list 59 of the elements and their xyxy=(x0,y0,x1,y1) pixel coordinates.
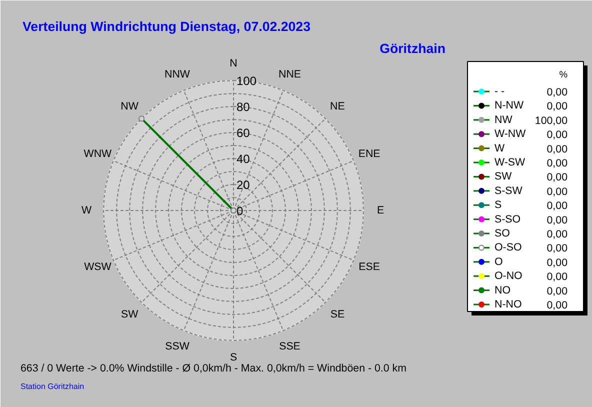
spoke-label: NE xyxy=(330,100,345,113)
category-label: W xyxy=(494,142,506,154)
category-label: SO xyxy=(494,228,510,240)
category-label: NW xyxy=(494,114,514,126)
spoke-label: SSE xyxy=(279,340,300,352)
category-label: O-SO xyxy=(494,242,522,254)
spoke-label: E xyxy=(376,204,384,216)
spoke-label: N xyxy=(230,58,238,70)
category-label: S xyxy=(494,199,502,212)
spoke-label: W xyxy=(81,204,92,216)
spoke-label: NNW xyxy=(164,68,191,81)
category-label: W-NW xyxy=(494,128,527,140)
category-label: S-SO xyxy=(494,213,521,226)
category-label: N-NW xyxy=(494,100,524,112)
text: Station Göritzhain xyxy=(20,382,84,391)
category-label: W-SW xyxy=(494,156,526,168)
text: 0,00 xyxy=(546,200,568,212)
text: 0,00 xyxy=(546,256,568,269)
category-label: SW xyxy=(494,170,513,183)
text: 0,00 xyxy=(546,86,568,98)
spoke-label: ESE xyxy=(358,260,380,273)
text: 0,00 xyxy=(546,228,568,240)
text: 0,00 xyxy=(546,129,568,142)
spoke-label: NNE xyxy=(278,68,302,81)
category-label: N-NO xyxy=(494,298,522,310)
category-label: - - xyxy=(494,86,506,98)
spoke-label: SE xyxy=(330,308,345,320)
spoke-label: NW xyxy=(120,100,140,113)
text: 0,00 xyxy=(546,285,568,298)
spoke-label: WNW xyxy=(84,148,113,160)
text: 0,00 xyxy=(546,172,568,184)
category-label: O-NO xyxy=(494,270,522,282)
text: 0,00 xyxy=(546,143,568,156)
spoke-label: SW xyxy=(120,308,140,320)
chart-title: Verteilung Windrichtung Dienstag, 07.02.2023 xyxy=(22,19,310,34)
text: 0,00 xyxy=(546,271,568,284)
category-label: S-SW xyxy=(494,184,524,197)
spoke-label: ENE xyxy=(358,148,380,160)
spoke-label: WSW xyxy=(84,260,112,273)
text: 0,00 xyxy=(546,300,568,312)
text: 0,00 xyxy=(546,158,568,170)
spoke-label: SSW xyxy=(165,340,190,352)
text: 100,00 xyxy=(534,114,568,127)
text: 0,00 xyxy=(546,186,568,198)
text: 0,00 xyxy=(546,100,568,113)
y-tick-label: 20 xyxy=(236,178,250,192)
text: 0,00 xyxy=(546,214,568,226)
y-tick-label: 0 xyxy=(236,204,244,218)
text: Göritzhain xyxy=(380,41,446,56)
spoke-label: S xyxy=(230,352,238,364)
y-tick-label: 100 xyxy=(236,74,257,88)
y-tick-label: 40 xyxy=(236,152,250,166)
text: 0,00 xyxy=(546,242,568,255)
y-tick-label: 60 xyxy=(236,126,250,140)
text: 663 / 0 Werte -> 0.0% Windstille - Ø 0,0km/h - Max. 0,0km/h = Windböen - 0.0 km xyxy=(20,362,407,374)
category-label: NO xyxy=(494,284,510,296)
legend-title: % xyxy=(559,70,568,80)
y-tick-label: 80 xyxy=(236,100,250,114)
category-label: O xyxy=(494,256,503,268)
